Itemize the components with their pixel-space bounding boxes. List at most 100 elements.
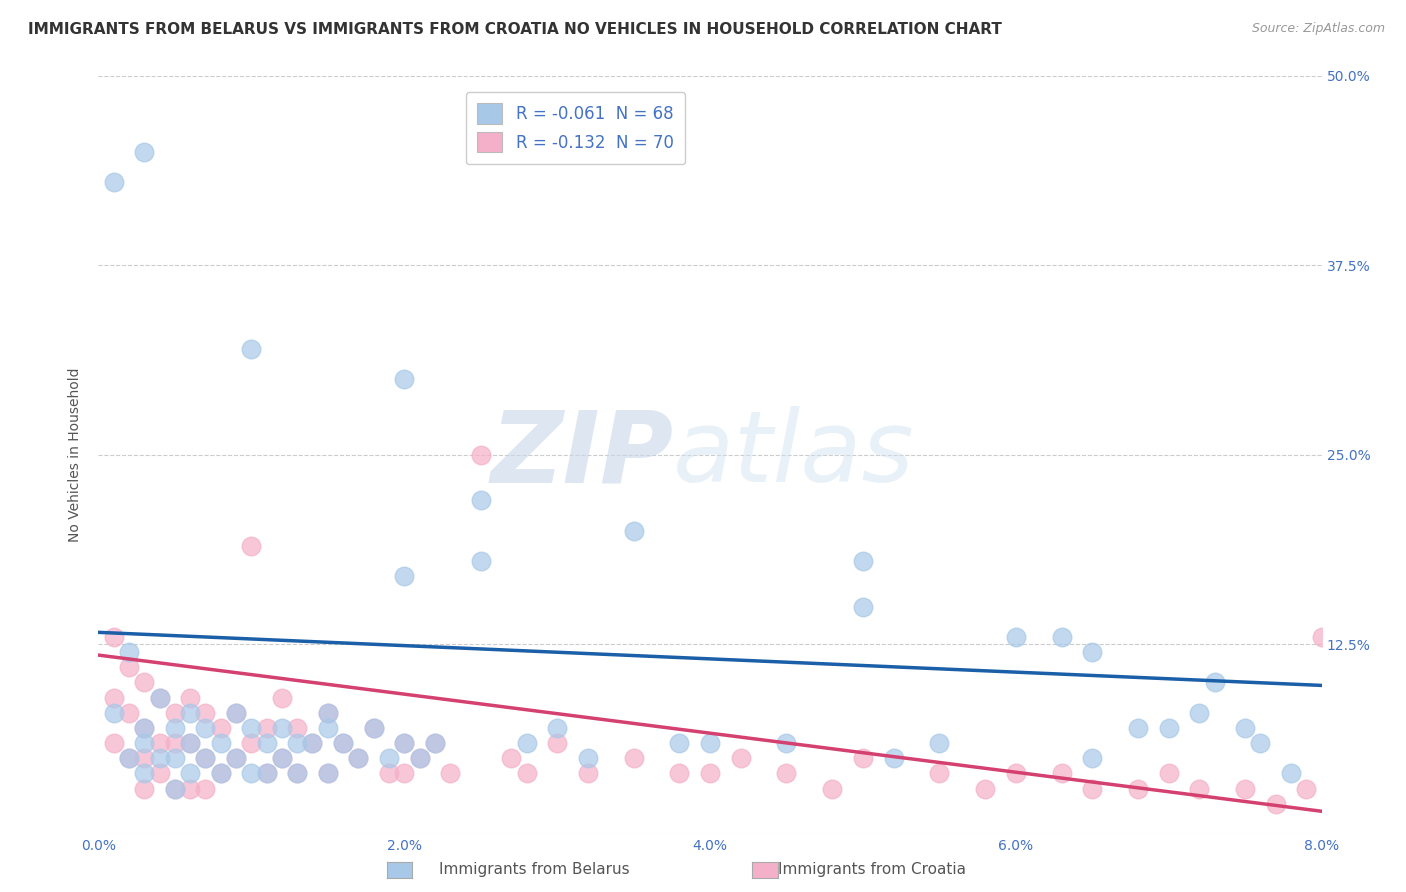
Point xyxy=(1249,736,1271,750)
Point xyxy=(1081,781,1104,796)
Point xyxy=(225,706,247,720)
Point xyxy=(1128,781,1150,796)
Point xyxy=(1004,766,1026,780)
Text: ZIP: ZIP xyxy=(491,407,673,503)
Point xyxy=(668,766,690,780)
Point xyxy=(623,524,645,538)
Point xyxy=(821,781,844,796)
Point xyxy=(347,751,370,765)
Point xyxy=(179,736,201,750)
Point xyxy=(1234,721,1257,735)
Point xyxy=(240,342,263,356)
Point xyxy=(1188,781,1211,796)
Point xyxy=(301,736,323,750)
Point xyxy=(240,766,263,780)
Point xyxy=(240,539,263,553)
Point xyxy=(134,721,156,735)
Point xyxy=(730,751,752,765)
Point xyxy=(392,736,416,750)
Point xyxy=(163,736,186,750)
Point xyxy=(392,766,416,780)
Point xyxy=(576,766,599,780)
Point xyxy=(699,766,721,780)
Point xyxy=(256,766,278,780)
Point xyxy=(928,766,950,780)
Point xyxy=(285,736,308,750)
Point xyxy=(134,766,156,780)
Point xyxy=(194,751,217,765)
Point xyxy=(163,751,186,765)
Point xyxy=(118,751,141,765)
Point xyxy=(363,721,385,735)
Point xyxy=(852,554,875,568)
Point xyxy=(179,736,201,750)
Point xyxy=(285,766,308,780)
Text: IMMIGRANTS FROM BELARUS VS IMMIGRANTS FROM CROATIA NO VEHICLES IN HOUSEHOLD CORR: IMMIGRANTS FROM BELARUS VS IMMIGRANTS FR… xyxy=(28,22,1002,37)
Point xyxy=(1310,630,1333,644)
Point xyxy=(194,751,217,765)
Point xyxy=(270,721,294,735)
Point xyxy=(1157,721,1180,735)
Point xyxy=(423,736,446,750)
Point xyxy=(225,751,247,765)
Point xyxy=(501,751,523,765)
Point xyxy=(163,706,186,720)
Point xyxy=(1128,721,1150,735)
Point xyxy=(392,372,416,386)
Point xyxy=(103,736,125,750)
Point xyxy=(301,736,323,750)
Point xyxy=(256,736,278,750)
Point xyxy=(516,736,538,750)
Point xyxy=(103,690,125,705)
Text: Source: ZipAtlas.com: Source: ZipAtlas.com xyxy=(1251,22,1385,36)
Point xyxy=(134,145,156,159)
Point xyxy=(1050,630,1073,644)
Point xyxy=(179,706,201,720)
Point xyxy=(149,751,172,765)
Point xyxy=(118,706,141,720)
Point xyxy=(256,721,278,735)
Point xyxy=(576,751,599,765)
Point xyxy=(149,766,172,780)
Point xyxy=(270,751,294,765)
Text: Immigrants from Croatia: Immigrants from Croatia xyxy=(778,863,966,877)
Point xyxy=(316,706,339,720)
Point xyxy=(134,751,156,765)
Point xyxy=(408,751,430,765)
Point xyxy=(775,736,797,750)
Point xyxy=(423,736,446,750)
Point xyxy=(408,751,430,765)
Point xyxy=(974,781,997,796)
Text: atlas: atlas xyxy=(673,407,915,503)
Point xyxy=(209,736,232,750)
Point xyxy=(775,766,797,780)
Point xyxy=(1204,675,1226,690)
Point xyxy=(1157,766,1180,780)
Point xyxy=(883,751,905,765)
Point xyxy=(623,751,645,765)
Point xyxy=(256,766,278,780)
Point xyxy=(852,751,875,765)
Point xyxy=(1050,766,1073,780)
Point xyxy=(470,493,492,508)
Point xyxy=(316,766,339,780)
Point xyxy=(392,736,416,750)
Point xyxy=(285,766,308,780)
Point xyxy=(546,721,568,735)
Point xyxy=(546,736,568,750)
Point xyxy=(163,721,186,735)
Point xyxy=(470,554,492,568)
Point xyxy=(194,721,217,735)
Point xyxy=(194,706,217,720)
Point xyxy=(118,645,141,659)
Point xyxy=(209,766,232,780)
Point xyxy=(332,736,354,750)
Point xyxy=(240,736,263,750)
Point xyxy=(209,721,232,735)
Point xyxy=(1234,781,1257,796)
Point xyxy=(194,781,217,796)
Point xyxy=(149,690,172,705)
Point xyxy=(1004,630,1026,644)
Point xyxy=(270,751,294,765)
Point xyxy=(179,766,201,780)
